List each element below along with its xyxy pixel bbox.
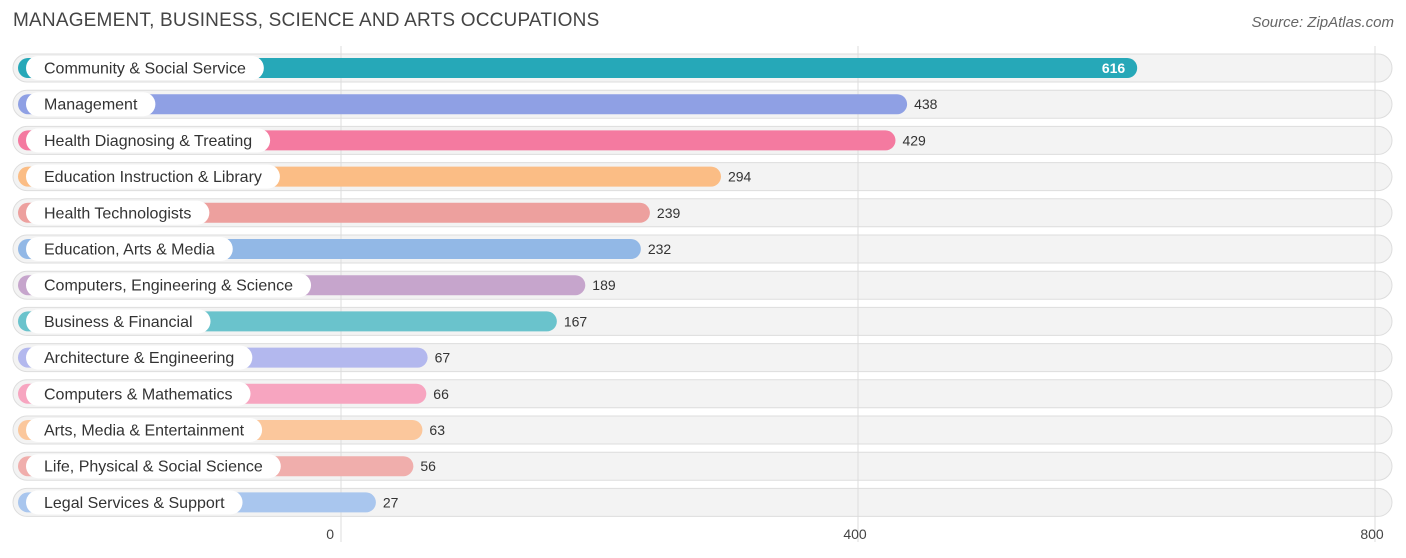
category-pill (26, 418, 263, 442)
category-label: Architecture & Engineering (44, 350, 234, 367)
source-label: Source: ZipAtlas.com (1251, 14, 1394, 31)
value-label: 167 (564, 313, 588, 329)
category-pill (26, 237, 233, 261)
category-label: Computers, Engineering & Science (44, 278, 293, 295)
value-label: 232 (648, 241, 672, 257)
category-pill (26, 381, 251, 406)
value-label: 66 (433, 386, 449, 402)
category-pill (26, 128, 271, 153)
category-pill (26, 200, 210, 225)
category-pill (26, 92, 156, 117)
category-pill (26, 490, 243, 515)
value-label: 294 (728, 169, 752, 185)
category-pill (26, 454, 281, 479)
value-label: 429 (902, 132, 926, 148)
bar (18, 58, 1138, 78)
category-label: Health Technologists (44, 205, 191, 222)
category-label: Health Diagnosing & Treating (44, 133, 252, 150)
value-label: 63 (429, 422, 445, 438)
category-pill (26, 345, 253, 370)
category-label: Legal Services & Support (44, 495, 225, 512)
tick-label: 800 (1360, 526, 1384, 542)
bar (18, 94, 908, 115)
category-label: Arts, Media & Entertainment (44, 423, 245, 440)
value-label: 27 (383, 494, 399, 510)
category-label: Business & Financial (44, 314, 193, 331)
category-pill (26, 273, 312, 298)
value-label: 239 (657, 205, 681, 221)
tick-label: 0 (326, 526, 334, 542)
category-pill (26, 164, 280, 189)
category-label: Management (44, 97, 138, 114)
category-label: Education, Arts & Media (44, 242, 215, 259)
value-label: 56 (420, 458, 436, 474)
chart-title: MANAGEMENT, BUSINESS, SCIENCE AND ARTS O… (13, 10, 600, 31)
category-pill (26, 309, 211, 334)
category-label: Community & Social Service (44, 61, 246, 78)
category-label: Education Instruction & Library (44, 169, 262, 186)
value-label: 67 (435, 350, 451, 366)
value-label: 438 (914, 96, 938, 112)
value-label: 616 (1102, 60, 1126, 76)
category-pill (26, 56, 264, 80)
category-label: Computers & Mathematics (44, 386, 233, 403)
value-label: 189 (592, 277, 616, 293)
tick-label: 400 (843, 526, 867, 542)
category-label: Life, Physical & Social Science (44, 459, 263, 476)
